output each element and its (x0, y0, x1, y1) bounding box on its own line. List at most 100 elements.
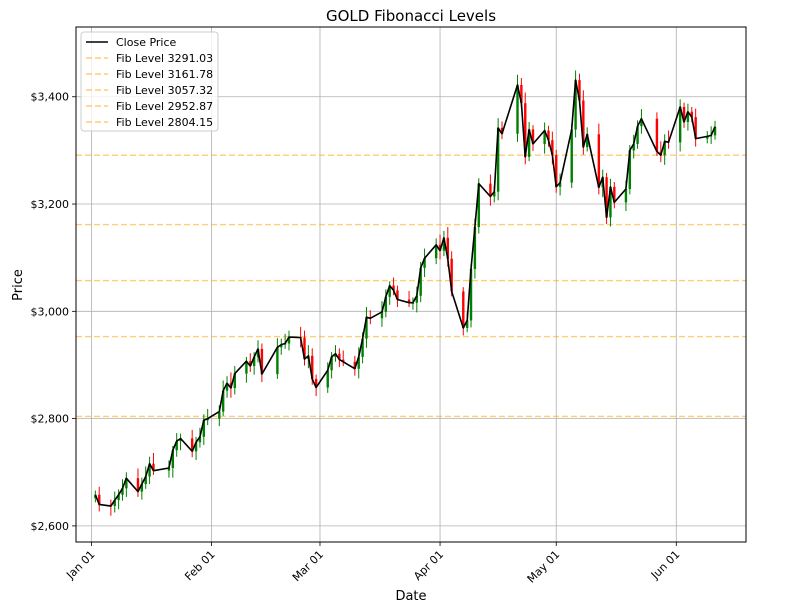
candle-body (686, 111, 690, 122)
candle-body (171, 450, 175, 468)
candle-body (636, 126, 639, 144)
candle-body (233, 373, 236, 389)
candle-body (531, 129, 535, 144)
candle-body (353, 361, 357, 369)
candle-body (465, 320, 469, 328)
candle-body (198, 436, 202, 443)
y-tick-label: $3,200 (31, 198, 70, 211)
candle-body (442, 237, 446, 251)
candle-body (524, 103, 527, 157)
candle-body (361, 338, 364, 357)
candle-body (489, 183, 492, 197)
candle-body (713, 126, 717, 136)
legend-entry-label: Fib Level 3161.78 (116, 68, 213, 81)
legend-entry-label: Fib Level 2804.15 (116, 116, 213, 129)
y-axis-ticks: $2,600 $2,800 $3,000 $3,200 $3,400 (31, 91, 76, 533)
plot-frame (75, 26, 747, 543)
candle-body (380, 311, 384, 319)
x-axis-title: Date (395, 589, 426, 604)
candle-body (624, 189, 628, 203)
candle-body (330, 356, 333, 371)
candle-body (706, 136, 709, 139)
legend-entry-label: Fib Level 3057.32 (116, 84, 213, 97)
candle-body (117, 494, 120, 501)
legend-entry-label: Fib Level 2952.87 (116, 100, 213, 113)
y-tick-label: $2,800 (31, 413, 70, 426)
candle-body (252, 356, 256, 367)
candle-body (152, 463, 155, 471)
candle-body (446, 237, 449, 259)
y-tick-label: $3,000 (31, 305, 70, 318)
candle-body (148, 463, 151, 477)
candle-body (582, 100, 585, 148)
candle-body (113, 500, 116, 507)
candle-body (175, 441, 178, 451)
candle-body (280, 344, 283, 348)
candle-body (690, 111, 693, 118)
candle-body (225, 383, 229, 391)
y-axis-title: Price (11, 269, 26, 301)
candle-body (694, 117, 697, 139)
candle-body (407, 299, 411, 303)
grid (76, 27, 746, 542)
candle-body (388, 285, 391, 297)
candle-body (287, 337, 291, 344)
candle-body (516, 84, 519, 134)
candle-body (303, 337, 306, 360)
candle-body (574, 80, 577, 130)
candle-body (140, 484, 144, 492)
candle-body (473, 227, 477, 269)
candle-body (249, 361, 252, 367)
fib-levels (76, 154, 746, 418)
candle-body (396, 290, 399, 300)
candle-body (311, 355, 314, 379)
candle-body (632, 143, 635, 151)
candle-body (384, 296, 388, 312)
candle-body (326, 370, 329, 388)
candle-body (570, 129, 573, 183)
candle-body (179, 438, 182, 442)
candle-body (450, 258, 453, 292)
candle-body (609, 186, 612, 218)
candle-body (125, 478, 128, 489)
candle-body (586, 134, 589, 148)
candle-body (655, 118, 659, 152)
candle-body (218, 411, 221, 419)
candle-body (678, 106, 682, 143)
close-price-line (94, 79, 716, 507)
candle-body (605, 177, 608, 218)
candle-body (190, 438, 194, 452)
candle-body (477, 183, 480, 228)
legend-entry-label: Close Price (116, 36, 177, 49)
candle-body (555, 155, 558, 187)
candle-body (365, 317, 368, 339)
candle-body (357, 356, 360, 369)
candle-body (640, 118, 643, 127)
legend-entry-label: Fib Level 3291.03 (116, 52, 213, 65)
candle-body (543, 130, 546, 144)
candle-body (98, 494, 101, 505)
candle-body (469, 268, 473, 321)
candle-body (628, 150, 632, 190)
candle-body (682, 106, 686, 122)
candle-body (558, 182, 562, 187)
candle-body (338, 353, 341, 360)
candle-body (392, 285, 395, 291)
candle-body (462, 291, 465, 328)
close-price-series (94, 79, 716, 507)
candle-body (245, 361, 248, 374)
candle-body (423, 258, 426, 268)
candle-body (434, 244, 438, 259)
candle-body (551, 140, 554, 156)
candle-body (547, 130, 550, 141)
candle-body (202, 420, 206, 437)
legend-box (80, 31, 219, 132)
candle-body (276, 347, 279, 375)
candle-body (613, 186, 616, 203)
candle-body (121, 488, 124, 495)
candle-body (334, 353, 337, 357)
chart-title: GOLD Fibonacci Levels (326, 7, 496, 25)
candle-body (597, 134, 601, 188)
candle-body (194, 442, 198, 452)
candle-body (415, 295, 419, 303)
